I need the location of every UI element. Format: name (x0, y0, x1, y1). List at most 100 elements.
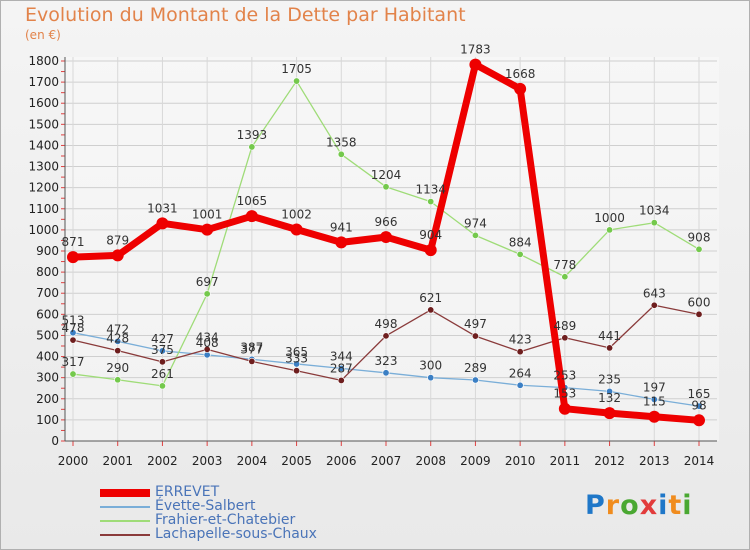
y-tick-label: 1200 (28, 181, 59, 195)
data-label: 235 (598, 372, 621, 386)
legend-swatch (100, 506, 150, 508)
data-label: 427 (151, 332, 174, 346)
data-label: 489 (553, 319, 576, 333)
data-label: 497 (464, 317, 487, 331)
data-point (382, 332, 390, 340)
data-point (650, 395, 658, 403)
data-label: 879 (106, 233, 129, 247)
chart-title: Evolution du Montant de la Dette par Hab… (25, 4, 466, 26)
x-tick-label: 2012 (594, 454, 625, 468)
data-label: 115 (643, 395, 666, 409)
data-labels: 871 879 1031 1001 1065 1002 941 966 904 1783 1668 1… (62, 43, 711, 413)
y-tick-label: 400 (36, 350, 59, 364)
data-label: 1705 (281, 62, 312, 76)
data-label: 132 (598, 391, 621, 405)
data-point (606, 387, 614, 395)
data-label: 253 (553, 369, 576, 383)
data-point (650, 301, 658, 309)
data-point (158, 347, 166, 355)
data-label: 1204 (371, 168, 402, 182)
data-label: 365 (285, 345, 308, 359)
data-point (67, 251, 79, 264)
data-point (516, 348, 524, 356)
data-label: 643 (643, 286, 666, 300)
legend-label: Lachapelle-sous-Chaux (155, 526, 317, 542)
data-point (69, 329, 77, 337)
logo-letter: r (605, 490, 621, 521)
data-point (201, 223, 214, 236)
legend-item: ERREVET (100, 484, 360, 500)
data-label: 941 (330, 220, 353, 234)
data-point (695, 310, 703, 318)
data-label: 884 (509, 235, 532, 249)
unit-label: (en €) (25, 28, 61, 42)
data-label: 323 (375, 354, 398, 368)
data-point (293, 77, 301, 85)
legend-label: Frahier-et-Chatebier (155, 512, 296, 528)
data-point (648, 410, 661, 423)
data-point (558, 402, 571, 415)
data-label: 423 (509, 333, 532, 347)
data-label: 333 (285, 352, 308, 366)
data-label: 300 (419, 359, 442, 373)
data-point (516, 381, 524, 389)
data-label: 1031 (147, 201, 178, 215)
legend-item: Évette-Salbert (100, 498, 360, 514)
data-point (471, 376, 479, 384)
data-point (427, 374, 435, 382)
data-label: 1783 (460, 43, 491, 57)
data-point (695, 245, 703, 253)
x-tick-label: 2003 (192, 454, 223, 468)
data-point (111, 249, 124, 262)
data-point (114, 337, 122, 345)
data-label: 1393 (237, 128, 268, 142)
data-point (471, 332, 479, 340)
legend-item: Frahier-et-Chatebier (100, 512, 360, 528)
y-tick-label: 1400 (28, 138, 59, 152)
data-point (69, 336, 77, 344)
data-label: 472 (106, 322, 129, 336)
data-label: 387 (240, 340, 263, 354)
data-point (158, 382, 166, 390)
y-tick-label: 700 (36, 286, 59, 300)
logo-letter: i (682, 490, 693, 521)
y-tick-label: 1300 (28, 160, 59, 174)
data-label: 966 (375, 215, 398, 229)
data-label: 600 (688, 295, 711, 309)
data-label: 621 (419, 291, 442, 305)
legend-swatch (100, 520, 150, 522)
y-tick-label: 500 (36, 328, 59, 342)
x-tick-label: 2010 (505, 454, 536, 468)
legend-label: Évette-Salbert (155, 498, 256, 514)
data-point (514, 82, 527, 95)
x-tick-label: 2007 (371, 454, 402, 468)
data-point (335, 236, 348, 249)
data-point (561, 334, 569, 342)
data-label: 498 (375, 317, 398, 331)
data-label: 1002 (281, 207, 312, 221)
grid (65, 57, 719, 442)
data-point (424, 244, 437, 257)
y-tick-label: 1500 (28, 117, 59, 131)
data-point (114, 376, 122, 384)
data-point (603, 407, 616, 420)
y-tick-label: 900 (36, 244, 59, 258)
x-tick-label: 2006 (326, 454, 357, 468)
x-tick-label: 2002 (147, 454, 178, 468)
y-tick-label: 800 (36, 265, 59, 279)
y-tick-label: 200 (36, 392, 59, 406)
y-tick-label: 1800 (28, 54, 59, 68)
data-label: 778 (553, 258, 576, 272)
x-tick-label: 2004 (237, 454, 268, 468)
data-label: 434 (196, 330, 219, 344)
data-point (561, 273, 569, 281)
y-tick-label: 100 (36, 413, 59, 427)
data-label: 1000 (594, 211, 625, 225)
y-tick-label: 600 (36, 307, 59, 321)
x-tick-label: 2008 (415, 454, 446, 468)
legend-label: ERREVET (155, 484, 220, 500)
logo-letter: i (658, 490, 669, 521)
x-tick-label: 2013 (639, 454, 670, 468)
data-label: 908 (688, 230, 711, 244)
